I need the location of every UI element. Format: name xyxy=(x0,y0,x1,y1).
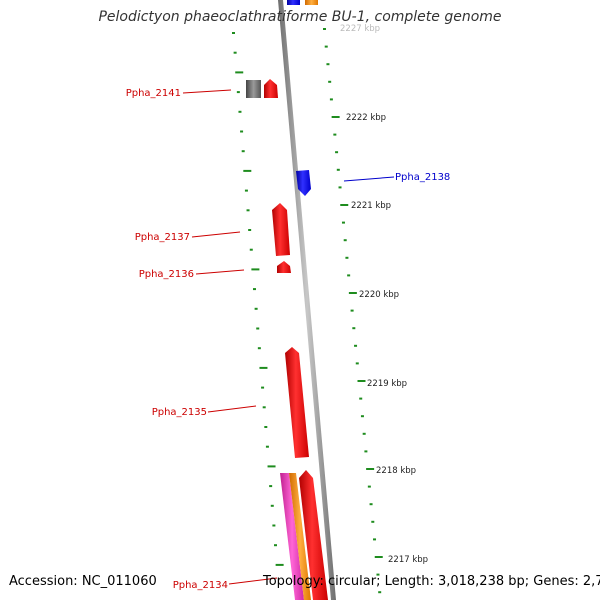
kbp-label: 2217 kbp xyxy=(388,555,428,565)
kbp-label: 2220 kbp xyxy=(359,290,399,300)
kbp-label: 2221 kbp xyxy=(351,201,391,211)
gene-magenta xyxy=(280,473,304,600)
gene-track xyxy=(246,0,328,600)
gene-label-ppha-2137[interactable]: Ppha_2137 xyxy=(135,232,190,243)
gene-label-ppha-2138[interactable]: Ppha_2138 xyxy=(395,172,450,183)
kbp-label: 2218 kbp xyxy=(376,466,416,476)
leader-ppha-2134 xyxy=(228,577,278,585)
leader-ppha-2137 xyxy=(191,231,241,238)
gene-ppha-2135 xyxy=(285,347,309,458)
genome-title: Pelodictyon phaeoclathratiforme BU-1, co… xyxy=(98,9,502,25)
kbp-label: 2227 kbp xyxy=(340,24,380,34)
gene-gray xyxy=(246,80,261,98)
genome-backbone xyxy=(278,0,336,600)
leader-ppha-2138 xyxy=(343,176,395,182)
gene-orange-top xyxy=(305,0,318,5)
gene-blue-top xyxy=(287,0,300,5)
kbp-label: 2219 kbp xyxy=(367,379,407,389)
leader-ppha-2136 xyxy=(195,269,245,275)
gene-label-ppha-2136[interactable]: Ppha_2136 xyxy=(139,269,194,280)
gene-ppha-2141 xyxy=(264,79,278,98)
leader-lines xyxy=(182,89,395,585)
topology-info-text: Topology: circular; Length: 3,018,238 bp… xyxy=(263,574,600,589)
gene-labels: Ppha_2141 Ppha_2138 Ppha_2137 Ppha_2136 … xyxy=(126,88,451,591)
gene-orange xyxy=(289,473,311,600)
gene-ppha-2137 xyxy=(272,203,290,256)
tick-marks xyxy=(232,28,383,594)
leader-ppha-2135 xyxy=(207,405,257,413)
accession-text: Accession: NC_011060 xyxy=(9,574,157,589)
kbp-labels: 2227 kbp 2222 kbp 2221 kbp 2220 kbp 2219… xyxy=(340,24,428,565)
leader-ppha-2141 xyxy=(182,89,232,94)
gene-ppha-2138 xyxy=(296,170,311,196)
gene-ppha-2134 xyxy=(299,470,328,600)
gene-label-ppha-2135[interactable]: Ppha_2135 xyxy=(152,407,207,418)
gene-label-ppha-2134[interactable]: Ppha_2134 xyxy=(173,580,228,591)
kbp-label: 2222 kbp xyxy=(346,113,386,123)
gene-ppha-2136 xyxy=(277,261,291,273)
gene-label-ppha-2141[interactable]: Ppha_2141 xyxy=(126,88,181,99)
